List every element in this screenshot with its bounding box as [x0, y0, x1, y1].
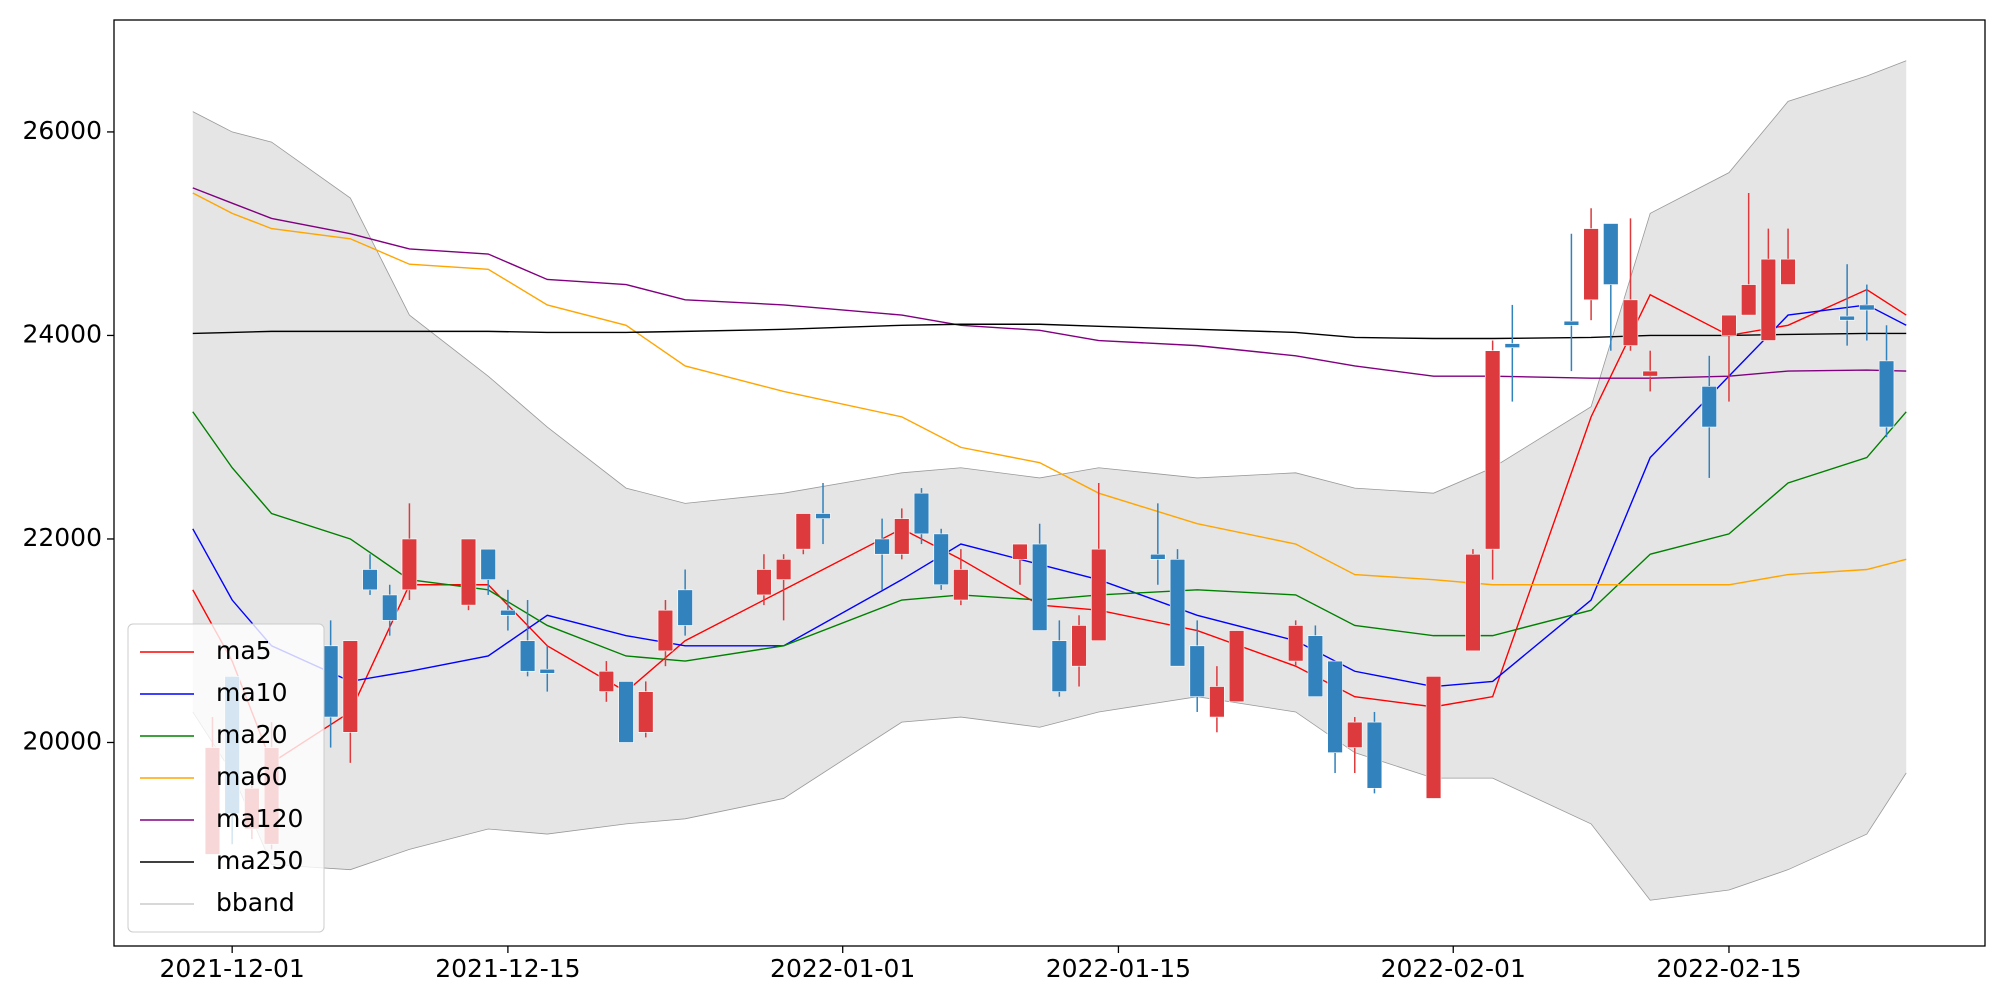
x-tick-label: 2021-12-01	[160, 954, 305, 983]
candle-body	[460, 538, 477, 606]
candle-body	[815, 513, 831, 519]
candle-body	[1603, 223, 1619, 285]
legend-label: ma120	[216, 804, 303, 833]
candle-body	[1760, 258, 1777, 341]
legend-label: ma5	[216, 636, 272, 665]
candle-body	[1425, 676, 1442, 799]
candle-body	[795, 513, 812, 550]
x-tick-label: 2022-01-01	[770, 954, 915, 983]
candle-body	[1465, 553, 1481, 652]
candle-body	[933, 533, 949, 586]
candle-body	[1228, 630, 1245, 703]
candle-body	[775, 559, 792, 580]
candle-body	[1859, 304, 1875, 311]
candle-body	[913, 492, 930, 535]
candle-body	[1347, 721, 1363, 748]
legend-label: ma60	[216, 762, 287, 791]
candle-body	[519, 640, 536, 672]
candle-body	[1366, 721, 1383, 789]
candle-body	[1287, 625, 1304, 662]
candle-body	[1189, 645, 1205, 697]
x-tick-label: 2021-12-15	[435, 954, 580, 983]
candle-body	[1622, 299, 1639, 346]
y-tick-label: 20000	[22, 726, 102, 755]
candle-body	[1051, 640, 1068, 692]
legend-box	[127, 623, 325, 933]
y-tick-label: 24000	[22, 319, 102, 348]
candle-body	[874, 538, 890, 555]
candle-body	[1740, 284, 1757, 316]
candle-body	[382, 594, 398, 621]
x-tick-label: 2022-02-01	[1381, 954, 1526, 983]
candle-body	[638, 691, 654, 733]
legend-label: ma250	[216, 846, 303, 875]
candle-body	[1484, 350, 1501, 550]
legend-label: ma10	[216, 678, 287, 707]
plot-frame	[113, 19, 1986, 947]
legend-label: bband	[216, 888, 295, 917]
candle-body	[1150, 553, 1166, 560]
candle-body	[677, 589, 693, 626]
candle-body	[1839, 315, 1855, 321]
candle-body	[322, 645, 339, 718]
candle-body	[1642, 370, 1658, 377]
candle-body	[342, 640, 359, 733]
candle-body	[1031, 543, 1048, 631]
candle-body	[618, 681, 634, 743]
candle-body	[480, 548, 496, 580]
candle-body	[500, 609, 516, 616]
candle-body	[1209, 686, 1225, 718]
candle-body	[1701, 386, 1717, 428]
x-tick-label: 2022-02-15	[1656, 954, 1801, 983]
candle-body	[1563, 320, 1580, 326]
candle-body	[1169, 559, 1186, 667]
candle-body	[1012, 543, 1028, 560]
candle-body	[1327, 660, 1343, 753]
candle-body	[539, 668, 555, 674]
y-tick-label: 22000	[22, 523, 102, 552]
legend-label: ma20	[216, 720, 287, 749]
candle-body	[1878, 360, 1895, 428]
ma-line	[192, 192, 1907, 586]
plot-area	[114, 20, 1985, 946]
candle-body	[598, 670, 615, 692]
candle-body	[657, 609, 674, 652]
bband-upper	[192, 60, 1907, 504]
candle-body	[1307, 635, 1324, 697]
candle-body	[1583, 228, 1599, 301]
candle-body	[756, 569, 772, 596]
candle-body	[1091, 548, 1107, 642]
legend: ma5 ma10 ma20 ma60 ma120 ma250 bband	[127, 623, 325, 933]
candle-body	[1504, 343, 1521, 348]
candle-body	[362, 569, 378, 591]
y-tick-label: 26000	[22, 116, 102, 145]
x-tick-label: 2022-01-15	[1046, 954, 1191, 983]
candle-body	[1071, 625, 1087, 667]
candle-body	[1780, 258, 1796, 285]
candle-body	[953, 569, 969, 601]
ma-line	[192, 323, 1907, 340]
candle-body	[894, 518, 910, 555]
candle-body	[401, 538, 418, 591]
bband-lower	[192, 696, 1907, 901]
candle-body	[1721, 314, 1737, 336]
